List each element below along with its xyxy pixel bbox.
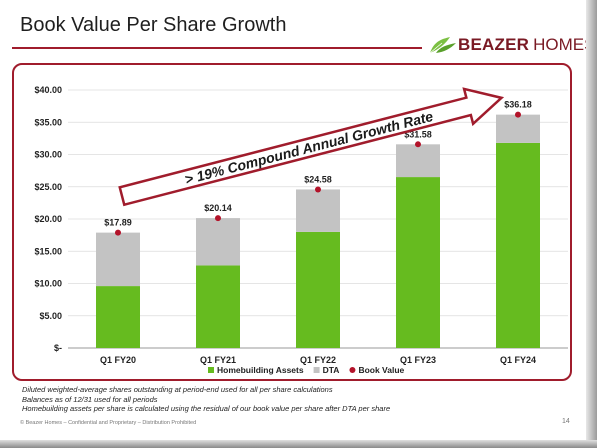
legend-book-value-label: Book Value [358, 365, 404, 375]
logo-word-beazer: BEAZER [458, 35, 530, 54]
page-number: 14 [562, 418, 570, 425]
dta-bar [96, 232, 140, 287]
book-value-label: $31.58 [404, 129, 432, 139]
y-tick-label: $- [54, 343, 62, 353]
dta-bar [196, 218, 240, 266]
footnote-3: Homebuilding assets per share is calcula… [22, 404, 391, 413]
homebuilding-bar [196, 265, 240, 348]
book-value-label: $17.89 [104, 218, 132, 228]
y-tick-label: $15.00 [34, 246, 62, 256]
x-tick-label: Q1 FY24 [500, 355, 536, 365]
book-value-point [215, 215, 221, 222]
book-value-label: $20.14 [204, 203, 232, 213]
y-tick-label: $40.00 [34, 85, 62, 95]
book-value-label: $24.58 [304, 174, 332, 184]
page-bottom-shadow [0, 440, 597, 448]
footer-text: © Beazer Homes – Confidential and Propri… [20, 420, 197, 426]
legend-book-value-swatch [349, 367, 356, 373]
page-edge-shadow [586, 0, 597, 448]
dta-bar [296, 189, 340, 232]
logo-word-homes: HOMES [533, 35, 596, 54]
x-tick-label: Q1 FY22 [300, 355, 336, 365]
book-value-point [115, 229, 121, 236]
book-value-point [415, 141, 421, 148]
y-tick-label: $5.00 [39, 311, 62, 321]
legend-homebuilding-swatch [208, 367, 214, 373]
y-tick-label: $20.00 [34, 214, 62, 224]
homebuilding-bar [296, 231, 340, 348]
homebuilding-bar [496, 142, 540, 348]
slide-title: Book Value Per Share Growth [20, 14, 287, 36]
book-value-point [515, 111, 521, 118]
legend-dta-label: DTA [323, 365, 340, 375]
homebuilding-bar [396, 177, 440, 348]
y-tick-label: $30.00 [34, 150, 62, 160]
y-tick-label: $35.00 [34, 117, 62, 127]
title-rule [12, 47, 422, 49]
y-tick-label: $10.00 [34, 279, 62, 289]
book-value-point [315, 186, 321, 193]
legend-homebuilding-label: Homebuilding Assets [217, 365, 304, 375]
x-tick-label: Q1 FY21 [200, 355, 236, 365]
x-tick-label: Q1 FY20 [100, 355, 136, 365]
dta-bar [496, 114, 540, 143]
growth-arrow-shape [118, 87, 505, 207]
homebuilding-bar [96, 286, 140, 348]
x-tick-label: Q1 FY23 [400, 355, 436, 365]
footnotes: Diluted weighted-average shares outstand… [22, 385, 390, 414]
footnote-2: Balances as of 12/31 used for all period… [22, 394, 158, 404]
dta-bar [396, 144, 440, 178]
y-tick-label: $25.00 [34, 182, 62, 192]
beazer-logo: BEAZER HOMES [428, 34, 595, 56]
book-value-label: $36.18 [504, 100, 532, 110]
leaf-logo-icon [429, 37, 456, 54]
legend-dta-swatch [313, 367, 320, 373]
footnote-1: Diluted weighted-average shares outstand… [22, 385, 333, 394]
